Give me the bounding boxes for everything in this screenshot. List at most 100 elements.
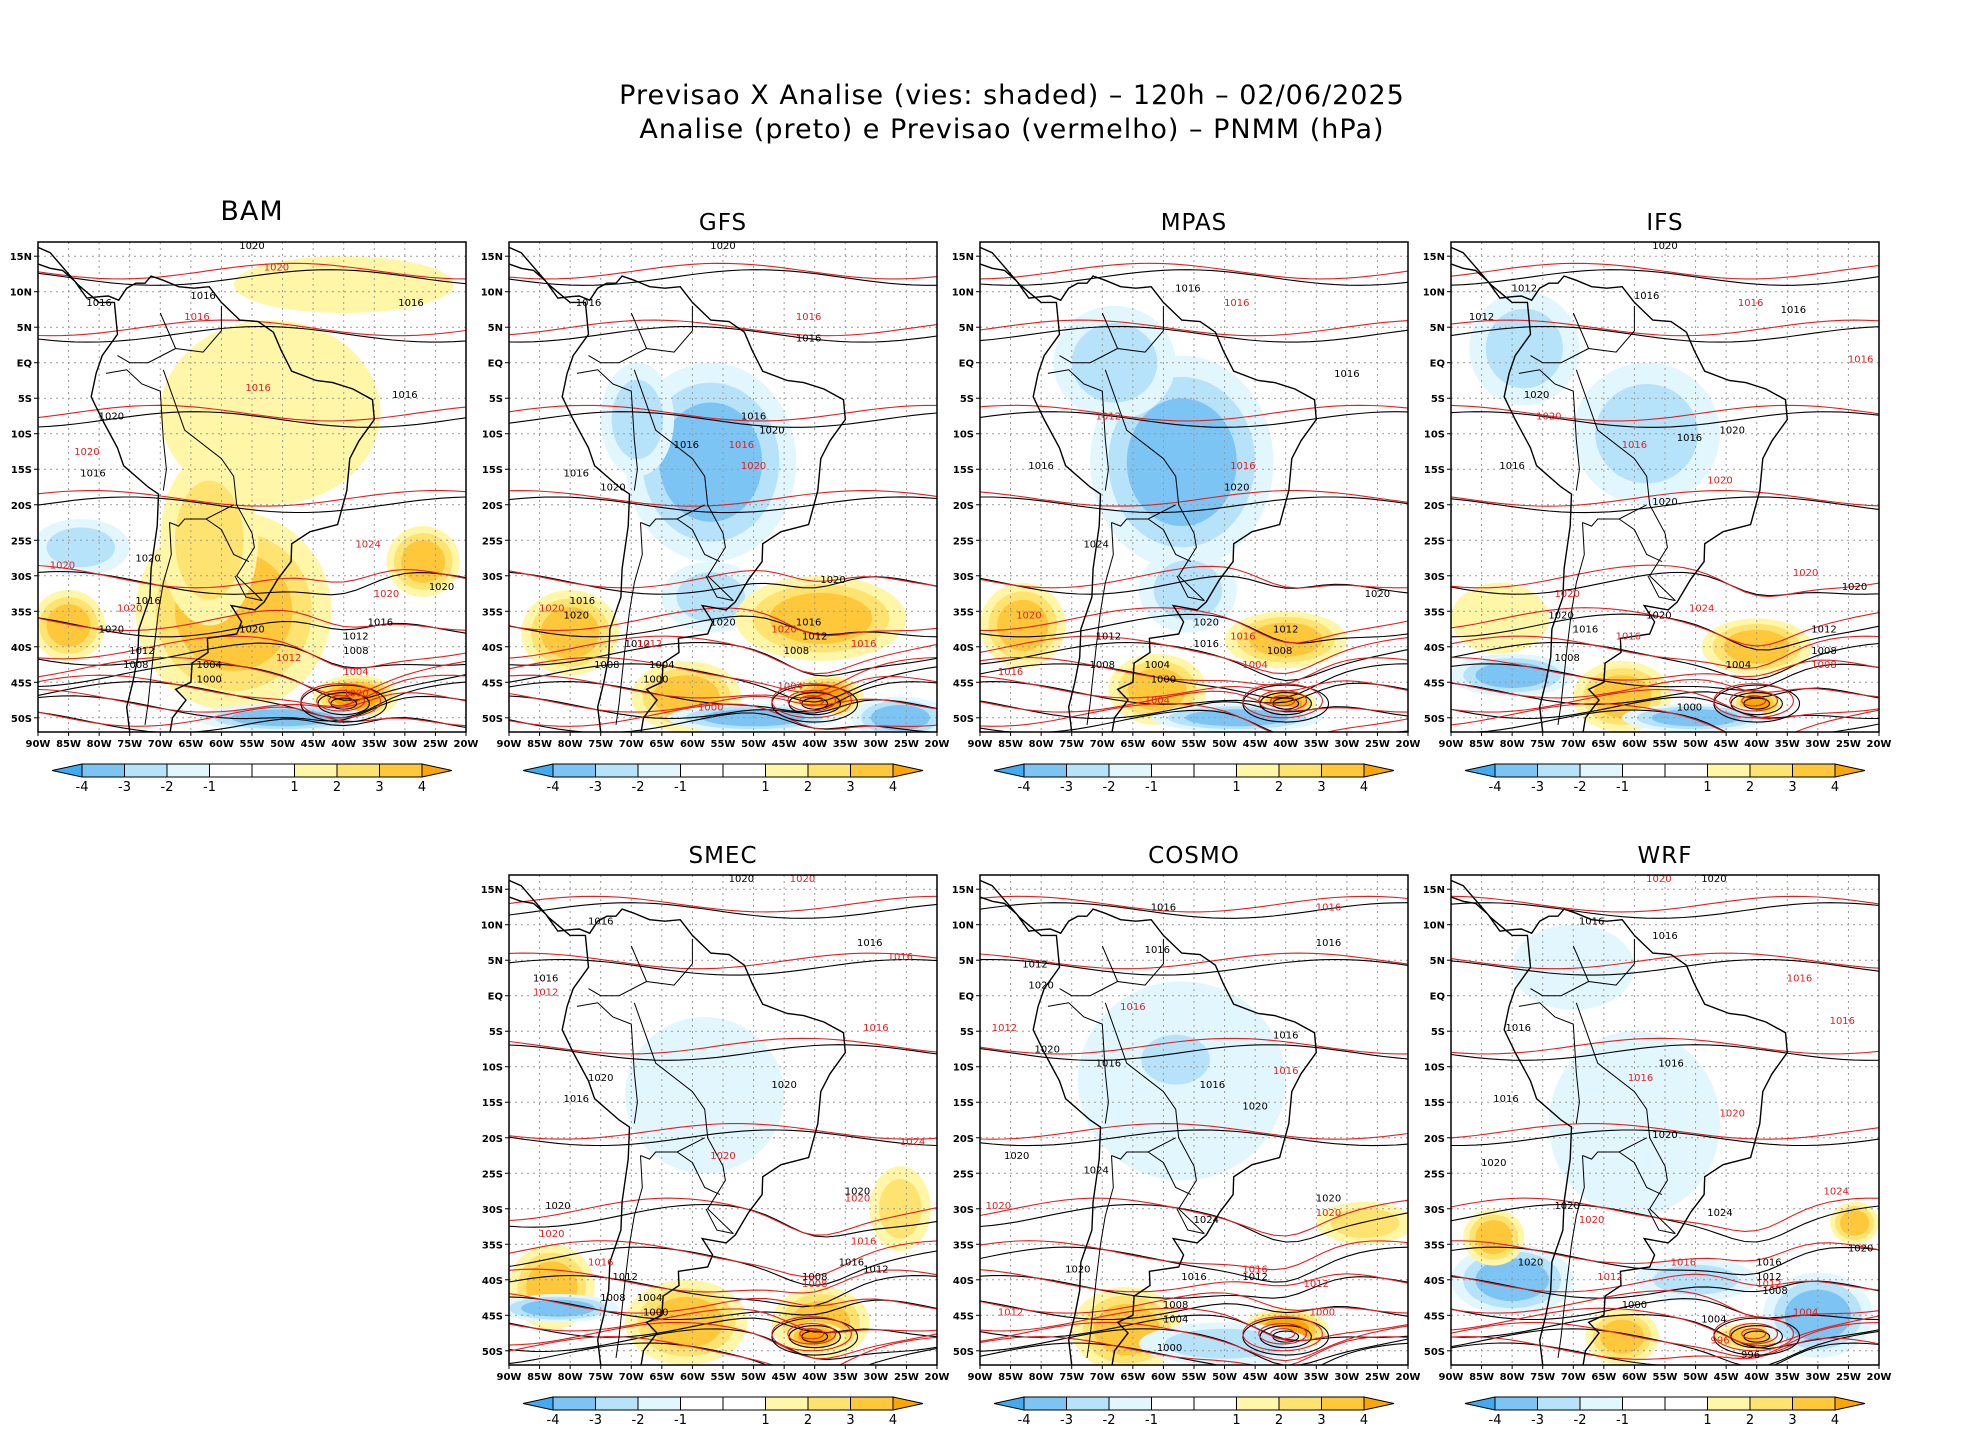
colorbar-label: -2 [1574, 1413, 1587, 1428]
analysis-contour-label: 1016 [1506, 1023, 1531, 1034]
panel-ifs: 1020101210161012101610201016102010161020… [1423, 210, 1892, 795]
bias-region [1840, 1210, 1869, 1236]
y-tick-label: 25S [1424, 1169, 1445, 1180]
x-tick-label: 45W [772, 1372, 797, 1383]
y-tick-label: 10S [1424, 430, 1445, 441]
forecast-contour-label: 1016 [1316, 903, 1341, 914]
analysis-contour-label: 1016 [392, 390, 417, 401]
analysis-contour-label: 1020 [1004, 1151, 1029, 1162]
colorbar-segment [1237, 1397, 1280, 1410]
analysis-contour-label: 1016 [796, 333, 821, 344]
y-tick-label: 10N [481, 921, 503, 932]
y-tick-label: 40S [1424, 1276, 1445, 1287]
colorbar-segment [1322, 1397, 1365, 1410]
analysis-contour-label: 1020 [759, 426, 784, 437]
y-tick-label: 45S [482, 678, 503, 689]
forecast-contour-label: 1020 [539, 603, 564, 614]
forecast-contour-label: 1008 [802, 1279, 827, 1290]
analysis-contour-label: 1012 [612, 1272, 637, 1283]
analysis-contour-label: 1008 [1811, 646, 1836, 657]
forecast-contour-label: 1004 [1145, 696, 1170, 707]
y-tick-label: 45S [482, 1311, 503, 1322]
colorbar-segment [1793, 764, 1836, 777]
analysis-contour-label: 1012 [863, 1265, 888, 1276]
x-tick-label: 25W [894, 739, 919, 750]
bias-region [1154, 560, 1222, 620]
forecast-contour-label: 1020 [1536, 412, 1561, 423]
bias-region [677, 572, 745, 622]
colorbar-label: -1 [203, 780, 216, 795]
colorbar-label: 4 [418, 780, 426, 795]
y-tick-label: 5S [1431, 1027, 1445, 1038]
y-tick-label: 50S [953, 714, 974, 725]
x-tick-label: 40W [802, 739, 827, 750]
colorbar-label: -4 [1489, 780, 1502, 795]
x-tick-label: 60W [680, 739, 705, 750]
forecast-contour-label: 1020 [1707, 475, 1732, 486]
analysis-contour-label: 1020 [1701, 874, 1726, 885]
analysis-contour-label: 1016 [857, 938, 882, 949]
panel-plot-area: 1016101610161012102010201016101610161020… [968, 875, 1420, 1379]
panel-title: GFS [699, 210, 747, 236]
analysis-contour-label: 1012 [1022, 959, 1047, 970]
colorbar-segment [1708, 1397, 1751, 1410]
bias-region [1475, 1220, 1512, 1254]
forecast-contour-label: 1016 [1230, 632, 1255, 643]
analysis-contour-label: 1016 [1634, 291, 1659, 302]
panel-title: IFS [1646, 210, 1683, 236]
analysis-contour-label: 1020 [771, 1080, 796, 1091]
colorbar-label: -3 [589, 780, 602, 795]
x-tick-label: 60W [1622, 1372, 1647, 1383]
analysis-contour-label: 1020 [429, 582, 454, 593]
forecast-contour-label: 1020 [539, 1229, 564, 1240]
colorbar-segment [596, 1397, 639, 1410]
colorbar-segment [681, 764, 724, 777]
x-tick-label: 40W [1744, 739, 1769, 750]
y-tick-label: 15N [952, 252, 974, 263]
x-tick-label: 40W [1744, 1372, 1769, 1383]
colorbar-segment [808, 764, 851, 777]
panel-cosmo: 1016101610161012102010201016101610161020… [952, 843, 1421, 1428]
x-tick-label: 90W [26, 739, 51, 750]
x-tick-label: 50W [1212, 739, 1237, 750]
y-tick-label: 5S [960, 1027, 974, 1038]
analysis-contour-label: 1004 [196, 660, 221, 671]
y-tick-label: 25S [482, 536, 503, 547]
colorbar-label: 2 [804, 780, 812, 795]
x-tick-label: 35W [1304, 739, 1329, 750]
colorbar-segment [1495, 1397, 1538, 1410]
y-tick-label: EQ [17, 359, 32, 370]
panel-mpas: 1016101610161020102410121008 100410001020… [952, 210, 1421, 795]
figure-title-line-1: Previsao X Analise (vies: shaded) – 120h… [619, 80, 1405, 111]
panel-plot-area: 1016101610161020102410121008 100410001020… [968, 242, 1420, 743]
x-tick-label: 60W [680, 1372, 705, 1383]
forecast-contour-label: 1016 [888, 952, 913, 963]
x-tick-label: 50W [1212, 1372, 1237, 1383]
y-tick-label: 15N [952, 885, 974, 896]
forecast-contour-label: 1000 [1310, 1307, 1335, 1318]
analysis-contour-label: 1020 [99, 625, 124, 636]
colorbar-label: 3 [1317, 780, 1325, 795]
analysis-contour-label: 1020 [1365, 589, 1390, 600]
x-tick-label: 90W [1439, 739, 1464, 750]
y-tick-label: 30S [1424, 1205, 1445, 1216]
x-tick-label: 85W [998, 1372, 1023, 1383]
forecast-contour-label: 1020 [74, 447, 99, 458]
colorbar-segment [851, 764, 894, 777]
y-tick-label: 10S [482, 430, 503, 441]
panel-title: COSMO [1148, 843, 1240, 869]
x-tick-label: 30W [1334, 739, 1359, 750]
y-tick-label: 40S [953, 1276, 974, 1287]
forecast-contour-label: 1016 [729, 440, 754, 451]
colorbar-segment [1067, 1397, 1110, 1410]
y-tick-label: 35S [482, 1240, 503, 1251]
forecast-contour-label: 1016 [1787, 974, 1812, 985]
analysis-contour-label: 1020 [1028, 981, 1053, 992]
y-tick-label: 30S [11, 572, 32, 583]
forecast-contour-label: 1024 [900, 1137, 925, 1148]
y-tick-label: 20S [1424, 1134, 1445, 1145]
analysis-contour-label: 1024 [1083, 1165, 1108, 1176]
forecast-contour-label: 1020 [790, 874, 815, 885]
forecast-contour-label: 1016 [1242, 1265, 1267, 1276]
colorbar-label: 4 [1360, 780, 1368, 795]
